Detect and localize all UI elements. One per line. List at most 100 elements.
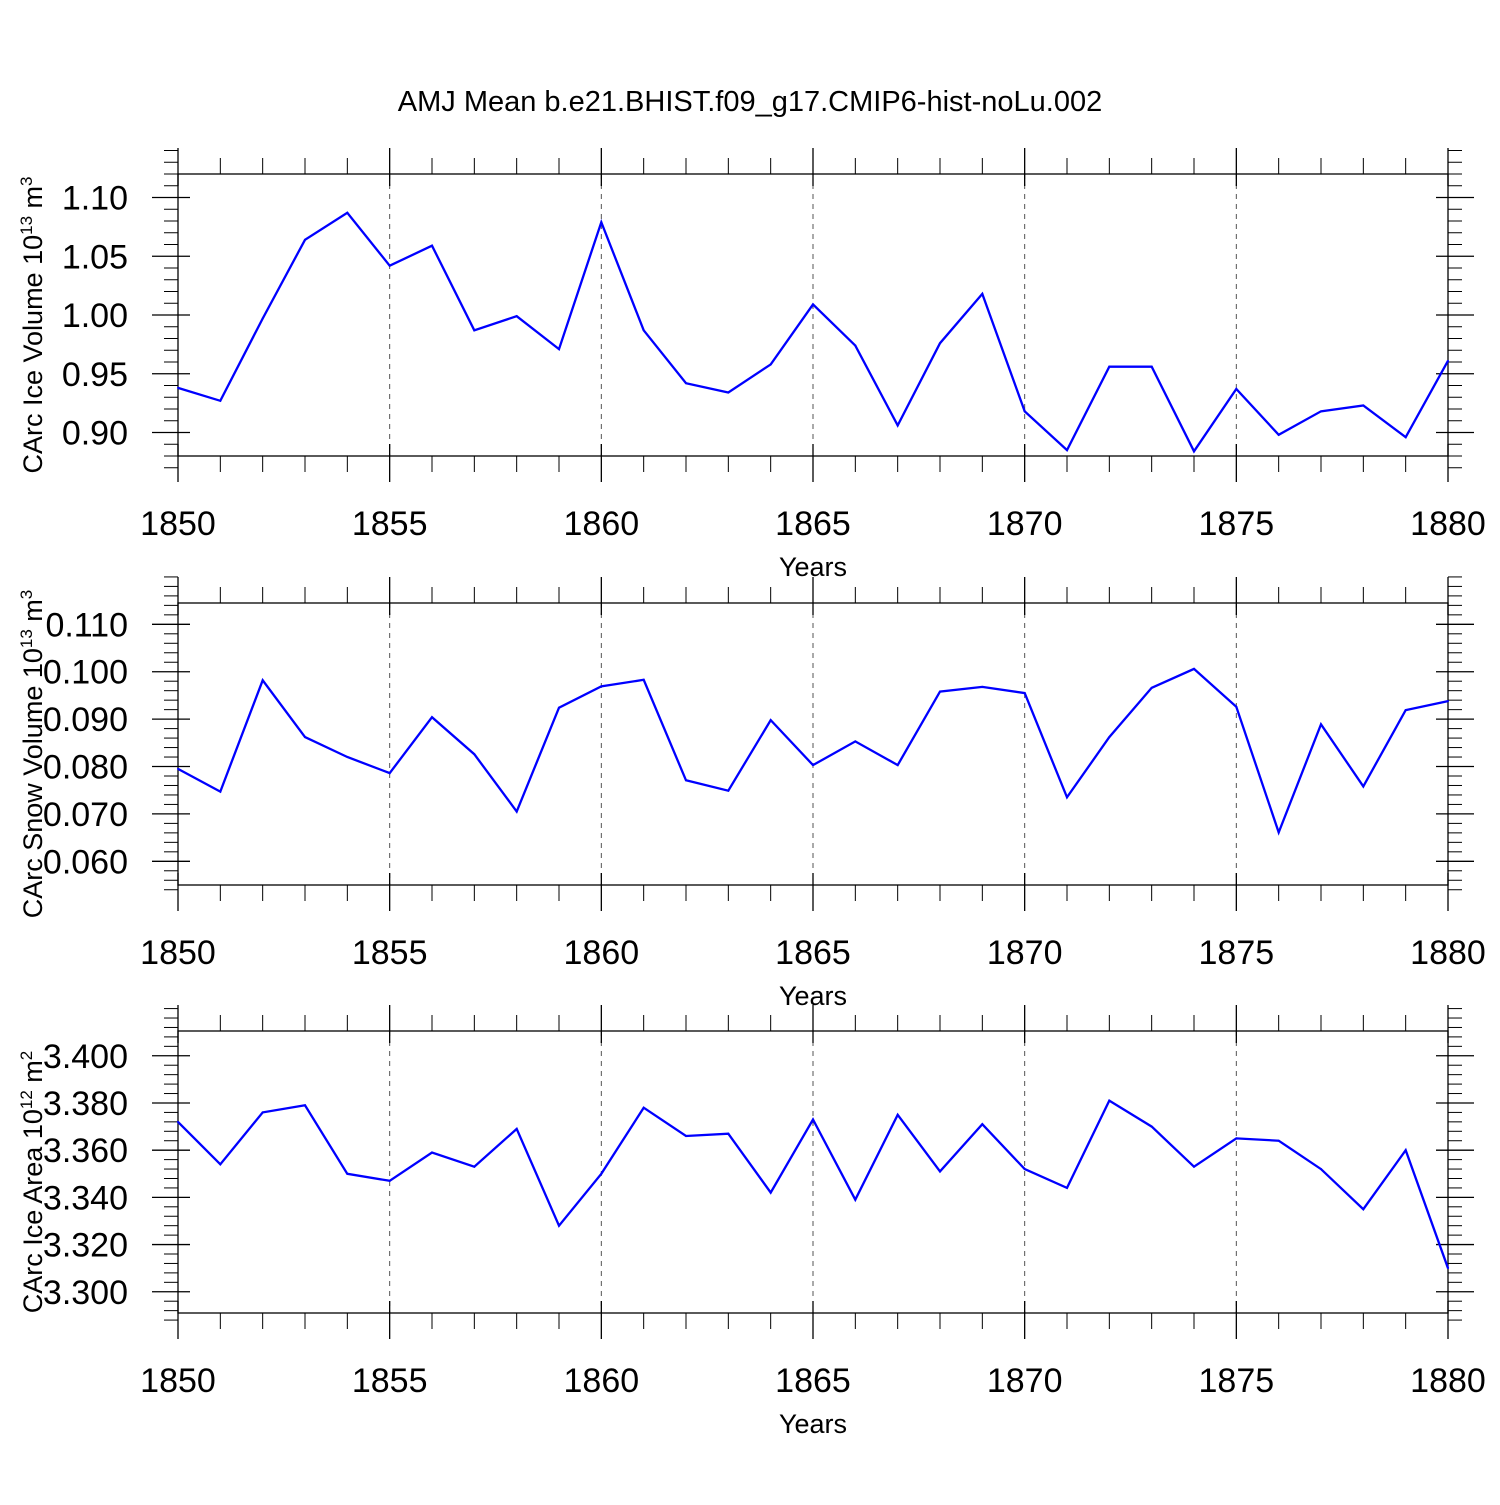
data-point — [1066, 449, 1068, 452]
y-tick-label: 0.90 — [62, 415, 128, 453]
data-point — [1193, 450, 1195, 453]
x-tick-label: 1855 — [352, 505, 428, 543]
data-point — [261, 1111, 264, 1114]
y-tick-label: 0.060 — [43, 843, 128, 881]
data-point — [515, 810, 518, 813]
data-point — [600, 1172, 603, 1175]
data-point — [1235, 1137, 1238, 1140]
data-point — [431, 716, 433, 719]
x-tick-label: 1870 — [987, 1362, 1063, 1400]
data-point — [1277, 831, 1280, 834]
y-tick-label: 1.10 — [62, 180, 128, 218]
data-point — [558, 706, 560, 709]
data-point — [642, 329, 645, 332]
data-point — [1108, 365, 1111, 368]
data-point — [1023, 1168, 1026, 1171]
data-point — [304, 736, 306, 739]
data-point — [1447, 1267, 1449, 1270]
y-tick-label: 1.05 — [62, 238, 128, 276]
panel-2: 0.060 0.070 0.080 0.090 0.100 0.110 1850 1855 18… — [17, 576, 1486, 1011]
y-tick-label: 3.360 — [43, 1132, 128, 1170]
x-tick-label: 1860 — [564, 1362, 640, 1400]
y-axis-title-unit: m — [18, 599, 48, 629]
y-tick-label: 0.100 — [43, 654, 128, 692]
y-tick-label: 3.400 — [43, 1038, 128, 1076]
data-point — [177, 767, 179, 770]
data-point — [939, 342, 941, 345]
data-point — [1320, 723, 1322, 726]
data-point — [304, 1104, 306, 1107]
x-tick-label: 1865 — [775, 934, 851, 972]
y-axis-title: CArc Snow Volume 1013 m3 — [17, 590, 48, 919]
data-point — [346, 1172, 349, 1175]
data-point — [1150, 686, 1153, 689]
data-point — [1404, 436, 1407, 439]
data-point — [1023, 692, 1026, 695]
x-tick-label: 1880 — [1410, 505, 1486, 543]
y-axis-title-text: CArc Snow Volume 10 — [18, 648, 48, 918]
x-tick-label: 1850 — [140, 934, 216, 972]
data-point — [1193, 1165, 1195, 1168]
y-axis-title-unit: m — [18, 1060, 48, 1090]
data-point — [431, 1151, 433, 1154]
data-point — [854, 740, 857, 743]
data-point — [769, 363, 772, 366]
data-point — [1277, 1139, 1280, 1142]
data-point — [261, 317, 264, 320]
data-point — [685, 779, 687, 782]
x-tick-label: 1850 — [140, 1362, 216, 1400]
data-point — [1108, 1099, 1111, 1102]
data-point — [1320, 1168, 1322, 1171]
data-point — [261, 679, 264, 682]
data-point — [473, 329, 476, 332]
data-point — [854, 344, 857, 347]
x-tick-label: 1875 — [1199, 1362, 1275, 1400]
y-tick-label: 3.340 — [43, 1179, 128, 1217]
data-point — [219, 790, 222, 793]
data-point — [981, 1123, 984, 1126]
panel-1: 0.90 0.95 1.00 1.05 1.10 1850 1855 1860 1865 1870… — [17, 148, 1486, 582]
data-point — [1320, 410, 1322, 413]
y-axis-title: CArc Ice Volume 1013 m3 — [17, 176, 48, 473]
y-tick-label: 0.070 — [43, 796, 128, 834]
data-point — [1362, 785, 1365, 788]
data-point — [769, 1191, 772, 1194]
y-axis-title-text: CArc Ice Area 10 — [18, 1109, 48, 1313]
y-tick-label: 3.300 — [43, 1274, 128, 1312]
data-point — [388, 772, 391, 775]
data-point — [939, 1170, 941, 1173]
data-point — [515, 315, 518, 318]
data-point — [600, 221, 603, 224]
x-tick-label: 1870 — [987, 505, 1063, 543]
data-point — [642, 678, 645, 681]
data-point — [600, 685, 603, 688]
data-point — [1277, 433, 1280, 436]
y-axis-title-unit-exponent: 3 — [17, 176, 36, 185]
y-axis-title-exponent: 13 — [17, 216, 36, 235]
x-tick-label: 1880 — [1410, 1362, 1486, 1400]
data-point — [1235, 388, 1238, 391]
data-point — [558, 348, 560, 351]
y-axis-title-text: CArc Ice Volume 10 — [18, 235, 48, 474]
x-tick-label: 1855 — [352, 1362, 428, 1400]
y-axis-title-exponent: 12 — [17, 1090, 36, 1109]
data-point — [473, 753, 476, 756]
y-tick-label: 0.080 — [43, 749, 128, 787]
x-tick-label: 1875 — [1199, 934, 1275, 972]
data-point — [1404, 709, 1407, 712]
data-point — [727, 391, 730, 394]
data-point — [1066, 1186, 1068, 1189]
data-point — [727, 789, 730, 792]
x-tick-label: 1865 — [775, 505, 851, 543]
data-point — [896, 1113, 899, 1116]
data-point — [685, 1135, 687, 1138]
x-tick-label: 1855 — [352, 934, 428, 972]
data-point — [854, 1198, 857, 1201]
data-point — [515, 1127, 518, 1130]
data-point — [177, 386, 179, 389]
y-tick-label: 0.95 — [62, 356, 128, 394]
x-tick-label: 1870 — [987, 934, 1063, 972]
data-point — [1447, 359, 1449, 362]
data-point — [1108, 736, 1111, 739]
y-tick-label: 0.090 — [43, 701, 128, 739]
